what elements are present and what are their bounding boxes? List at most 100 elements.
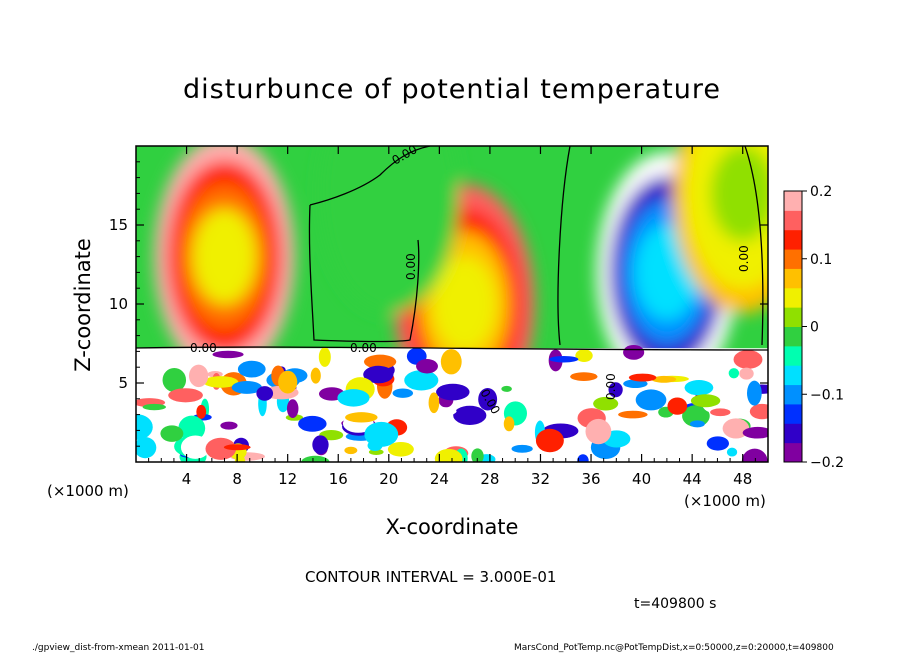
colorbar-swatch (784, 442, 802, 463)
turbulence-patch (363, 354, 397, 369)
x-tick-label: 16 (329, 470, 348, 488)
contour-line-3 (744, 146, 764, 346)
turbulence-patch (231, 381, 263, 394)
turbulence-patch (710, 408, 731, 417)
plot-area: 0.000.00 0.000.000.000.000.00 (136, 146, 768, 462)
turbulence-patch (344, 446, 358, 455)
turbulence-patch (623, 379, 648, 389)
turbulent-layer (136, 344, 768, 462)
turbulence-patch (136, 437, 157, 459)
turbulence-patch (203, 376, 239, 388)
contour-line-4 (136, 346, 768, 351)
turbulence-patch (436, 383, 470, 401)
colorbar-swatch (784, 326, 802, 347)
turbulence-patch (310, 367, 321, 384)
turbulence-patch (667, 397, 688, 415)
x-unit-label-right: (×1000 m) (684, 492, 766, 510)
turbulence-patch (345, 412, 378, 423)
x-tick-label: 48 (733, 470, 752, 488)
turbulence-patch (168, 388, 203, 403)
turbulence-patch (160, 425, 184, 442)
colorbar-swatch (784, 403, 802, 424)
footer-command: ./gpview_dist-from-xmean 2011-01-01 (32, 643, 205, 653)
x-tick-label: 12 (278, 470, 297, 488)
x-tick-label: 36 (581, 470, 600, 488)
contour-interval-text: CONTOUR INTERVAL = 3.000E-01 (305, 568, 557, 586)
colorbar: 0.2 0.1 0 −0.1 −0.2 (783, 184, 844, 471)
field-blob-4-3 (710, 146, 768, 242)
turbulence-patch (318, 347, 331, 367)
field-blob-0-3 (192, 208, 257, 305)
contour-label: 0.00 (190, 341, 217, 355)
turbulence-patch (487, 371, 521, 383)
colorbar-tick-label: −0.2 (810, 455, 844, 471)
turbulence-patch (543, 455, 557, 462)
turbulence-patch (434, 448, 463, 462)
turbulence-patch (337, 389, 370, 407)
turbulence-patch (237, 360, 266, 378)
turbulence-patch (392, 388, 414, 398)
turbulence-patch (628, 373, 657, 382)
turbulence-patch (212, 350, 244, 359)
colorbar-swatch (784, 423, 802, 444)
turbulence-patch (428, 392, 440, 414)
y-tick-label: 5 (118, 374, 128, 392)
turbulence-patch (196, 404, 207, 419)
turbulence-patch (747, 380, 762, 406)
turbulence-patch (256, 386, 274, 401)
turbulence-patch (577, 454, 589, 462)
turbulence-patch (618, 410, 648, 419)
turbulence-patch (453, 405, 487, 425)
turbulence-patch (608, 382, 623, 398)
contour-label: 0.00 (404, 253, 418, 280)
colorbar-swatch (784, 345, 802, 366)
footer-source: MarsCond_PotTemp.nc@PotTempDist,x=0:5000… (514, 643, 834, 653)
field-blob-1-3 (432, 256, 497, 352)
colorbar-swatch (784, 384, 802, 405)
turbulence-patch (706, 436, 729, 451)
turbulence-patch (223, 444, 251, 451)
turbulence-patch (570, 372, 598, 381)
turbulence-patch (220, 421, 238, 430)
contour-label: 0.00 (604, 373, 618, 400)
turbulence-patch (623, 344, 645, 360)
turbulence-patch (722, 418, 750, 439)
x-unit-label-left: (×1000 m) (47, 482, 129, 500)
turbulence-patch (593, 396, 619, 411)
contour-label: 0.00 (350, 341, 377, 355)
turbulence-patch (188, 364, 209, 388)
turbulence-patch (690, 394, 721, 408)
turbulence-patch (575, 349, 593, 362)
turbulence-patch (549, 355, 579, 363)
colorbar-swatch (784, 268, 802, 289)
colorbar-swatch (784, 191, 802, 211)
turbulence-patch (301, 455, 330, 462)
turbulence-patch (682, 405, 710, 427)
turbulence-patch (503, 416, 515, 432)
turbulence-patch (367, 440, 383, 451)
turbulence-patch (363, 365, 394, 384)
colorbar-tick-label: −0.1 (810, 387, 844, 403)
contour-lines: 0.000.00 0.000.000.000.000.00 (136, 146, 768, 417)
turbulence-patch (136, 414, 153, 440)
turbulence-patch (300, 384, 315, 410)
turbulence-patch (749, 403, 768, 420)
colorbar-tick-label: 0.2 (810, 184, 832, 200)
chart-title: disturbunce of potential temperature (183, 74, 721, 105)
x-tick-label: 20 (379, 470, 398, 488)
colorbar-swatch (784, 229, 802, 250)
x-axis-label: X-coordinate (385, 515, 519, 539)
turbulence-patch (286, 399, 299, 418)
turbulence-patch (741, 448, 768, 462)
colorbar-tick-label: 0 (810, 320, 819, 336)
turbulence-patch (416, 359, 438, 374)
turbulence-patch (501, 385, 512, 392)
turbulence-patch (733, 350, 763, 369)
x-tick-label: 28 (480, 470, 499, 488)
turbulence-patch (162, 367, 187, 392)
turbulence-patch (298, 415, 327, 432)
x-tick-label: 24 (430, 470, 449, 488)
turbulence-patch (672, 430, 705, 457)
